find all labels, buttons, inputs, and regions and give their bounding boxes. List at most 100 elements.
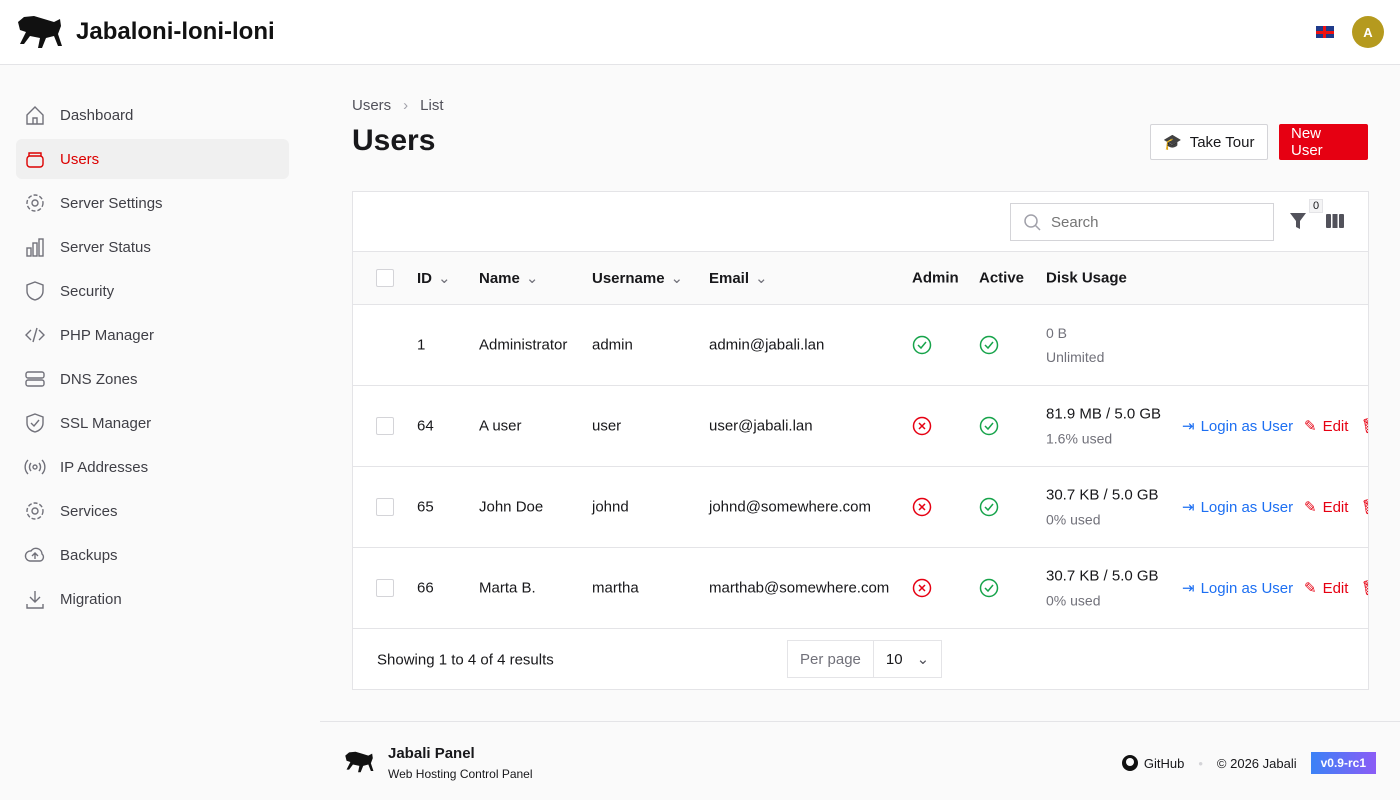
top-bar: Jabaloni-loni-loni A <box>0 0 1400 65</box>
delete-button[interactable]: 🗑 <box>1361 498 1368 516</box>
cell-id: 66 <box>417 579 434 597</box>
github-link[interactable]: GitHub <box>1121 755 1184 771</box>
home-icon <box>26 106 44 125</box>
column-header-disk-usage: Disk Usage <box>1046 269 1127 287</box>
login-as-user-button[interactable]: ⇥ Login as User <box>1182 417 1294 436</box>
cell-email: johnd@somewhere.com <box>709 498 871 516</box>
sort-chevron-icon: ⌄ <box>525 270 539 287</box>
check-circle-icon <box>912 335 932 355</box>
login-icon: ⇥ <box>1182 499 1195 516</box>
column-header-id[interactable]: ID ⌄ <box>417 269 451 288</box>
cell-email: user@jabali.lan <box>709 417 813 435</box>
cell-name: John Doe <box>479 498 544 516</box>
sidebar-item-label: Backups <box>60 546 118 564</box>
language-flag-icon[interactable] <box>1316 26 1334 38</box>
x-circle-icon <box>912 578 932 598</box>
edit-button[interactable]: ✎ Edit <box>1304 417 1349 436</box>
sidebar-item-label: Dashboard <box>60 106 134 124</box>
breadcrumb: Users › List <box>352 97 444 114</box>
chevron-down-icon: ⌄ <box>916 651 930 668</box>
column-header-name[interactable]: Name ⌄ <box>479 269 539 288</box>
boar-logo-icon[interactable] <box>16 14 66 50</box>
cell-admin <box>912 497 932 517</box>
login-as-user-button[interactable]: ⇥ Login as User <box>1182 579 1294 598</box>
bar-chart-icon <box>26 238 44 257</box>
sidebar-item-services[interactable]: Services <box>16 491 289 531</box>
breadcrumb-list: List <box>420 97 444 114</box>
check-circle-icon <box>979 497 999 517</box>
filter-count-badge: 0 <box>1309 199 1324 213</box>
sort-chevron-icon: ⌄ <box>755 270 768 287</box>
users-table-card: 0 ID⌄ Name⌄ Username⌄ Email⌄ Admin Active Disk… <box>352 191 1369 690</box>
github-icon <box>1121 755 1138 771</box>
delete-button[interactable]: 🗑 <box>1361 417 1368 435</box>
sidebar-item-label: Server Status <box>60 238 151 256</box>
app-title[interactable]: Jabaloni-loni-loni <box>76 18 275 45</box>
version-badge: v0.9-rc1 <box>1310 752 1376 774</box>
cell-admin <box>912 335 932 355</box>
column-header-active: Active <box>979 269 1025 287</box>
per-page-value[interactable]: 10 ⌄ <box>885 650 930 669</box>
avatar[interactable]: A <box>1352 16 1384 48</box>
edit-icon: ✎ <box>1304 418 1317 435</box>
sidebar-item-migration[interactable]: Migration <box>16 579 289 619</box>
graduation-cap-icon: 🎓 <box>1163 134 1182 151</box>
users-icon <box>26 152 44 168</box>
trash-icon: 🗑 <box>1361 579 1368 597</box>
download-icon <box>26 591 44 609</box>
x-circle-icon <box>912 416 932 436</box>
chevron-right-icon: › <box>403 97 409 114</box>
sidebar-item-ip-addresses[interactable]: IP Addresses <box>16 447 289 487</box>
boar-logo-icon <box>345 751 374 773</box>
row-checkbox[interactable] <box>376 498 394 516</box>
per-page-label: Per page <box>788 641 874 677</box>
sidebar-item-dashboard[interactable]: Dashboard <box>16 95 289 135</box>
sort-chevron-icon: ⌄ <box>438 270 451 287</box>
login-icon: ⇥ <box>1182 418 1195 435</box>
sidebar-item-security[interactable]: Security <box>16 271 289 311</box>
check-circle-icon <box>979 335 999 355</box>
edit-button[interactable]: ✎ Edit <box>1304 498 1349 517</box>
sidebar: Dashboard Users Server Settings Server Stat… <box>16 95 289 623</box>
cell-email: marthab@somewhere.com <box>709 579 890 597</box>
sidebar-item-server-status[interactable]: Server Status <box>16 227 289 267</box>
edit-button[interactable]: ✎ Edit <box>1304 579 1349 598</box>
sidebar-item-dns-zones[interactable]: DNS Zones <box>16 359 289 399</box>
columns-icon[interactable] <box>1326 214 1344 228</box>
trash-icon: 🗑 <box>1361 498 1368 516</box>
sidebar-item-label: Server Settings <box>60 194 163 212</box>
per-page-select[interactable]: Per page 10 ⌄ <box>787 640 943 678</box>
results-summary: Showing 1 to 4 of 4 results <box>377 651 554 668</box>
cell-username: user <box>592 417 622 435</box>
sidebar-item-ssl-manager[interactable]: SSL Manager <box>16 403 289 443</box>
new-user-button[interactable]: New User <box>1279 124 1368 160</box>
column-header-username[interactable]: Username ⌄ <box>592 269 684 288</box>
breadcrumb-users[interactable]: Users <box>352 97 392 114</box>
select-all-checkbox[interactable] <box>376 269 394 287</box>
column-header-email[interactable]: Email ⌄ <box>709 269 768 288</box>
cell-disk-usage: 30.7 KB / 5.0 GB 0% used <box>1046 486 1159 528</box>
sidebar-item-php-manager[interactable]: PHP Manager <box>16 315 289 355</box>
sidebar-item-label: Users <box>60 150 100 168</box>
cell-id: 1 <box>417 336 426 354</box>
login-as-user-button[interactable]: ⇥ Login as User <box>1182 498 1294 517</box>
sidebar-item-backups[interactable]: Backups <box>16 535 289 575</box>
take-tour-button[interactable]: 🎓 Take Tour <box>1150 124 1268 160</box>
delete-button[interactable]: 🗑 <box>1361 579 1368 597</box>
filter-icon[interactable] <box>1289 212 1307 230</box>
sidebar-item-users[interactable]: Users <box>16 139 289 179</box>
trash-icon: 🗑 <box>1361 417 1368 435</box>
row-checkbox[interactable] <box>376 417 394 435</box>
sidebar-item-server-settings[interactable]: Server Settings <box>16 183 289 223</box>
cell-disk-usage: 81.9 MB / 5.0 GB 1.6% used <box>1046 405 1162 447</box>
table-header: ID ⌄ Name ⌄ Username ⌄ Email ⌄ Admin Active Disk U… <box>353 252 1368 305</box>
cell-id: 64 <box>417 417 434 435</box>
row-checkbox[interactable] <box>376 579 394 597</box>
search-input[interactable] <box>1051 213 1251 231</box>
check-circle-icon <box>979 416 999 436</box>
shield-check-icon <box>26 413 44 433</box>
login-icon: ⇥ <box>1182 580 1195 597</box>
cell-username: admin <box>592 336 633 354</box>
search-field[interactable] <box>1010 203 1274 241</box>
signal-icon <box>24 459 46 475</box>
